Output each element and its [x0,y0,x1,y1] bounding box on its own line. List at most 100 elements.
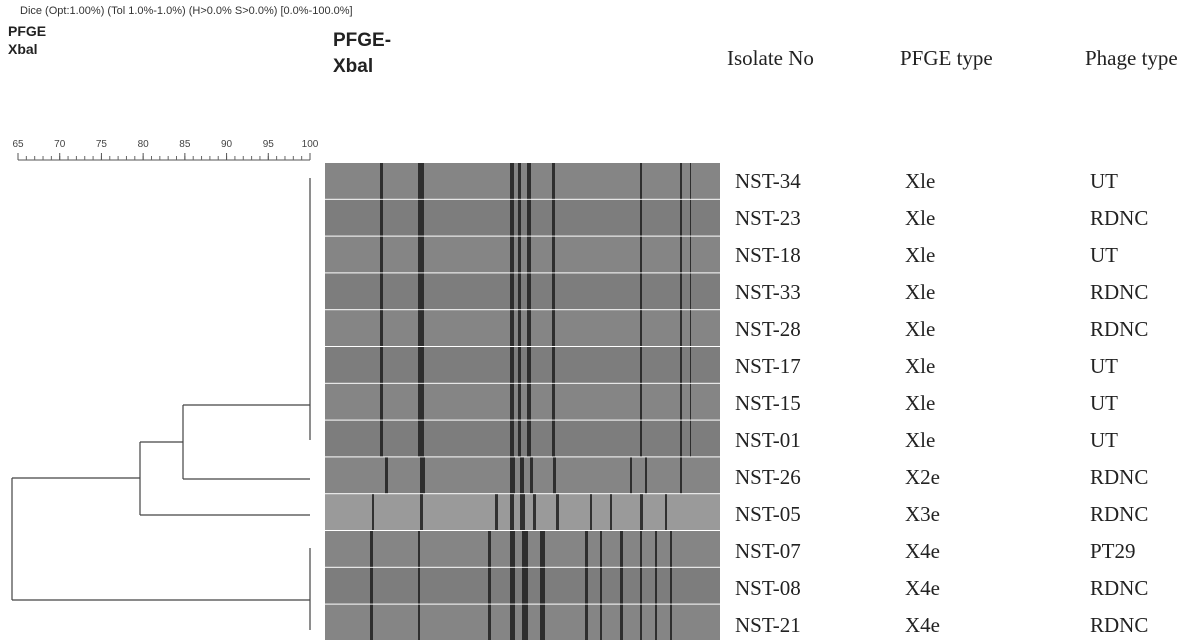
gel-band [640,494,643,530]
gel-band [418,273,424,309]
table-cell: RDNC [1090,576,1148,600]
left-label: PFGE [8,23,46,39]
table-cell: X3e [905,502,940,526]
gel-band [590,494,592,530]
tick-label: 80 [138,139,150,150]
gel-band [690,347,691,383]
gel-band [690,421,691,457]
gel-band [655,568,657,604]
table-cell: Xle [905,243,935,267]
table-cell: RDNC [1090,317,1148,341]
gel-lane [325,310,720,346]
table-cell: RDNC [1090,206,1148,230]
gel-band [655,531,657,567]
gel-band [510,273,514,309]
gel-band [640,163,642,199]
gel-band [418,310,424,346]
gel-band [585,531,588,567]
gel-band [418,200,424,236]
gel-band [420,457,425,493]
gel-band [385,457,388,493]
gel-band [553,457,556,493]
gel-band [370,531,373,567]
gel-band [527,347,531,383]
gel-band [680,200,682,236]
table-cell: UT [1090,391,1118,415]
gel-band [380,237,383,273]
gel-band [552,310,555,346]
gel-band [527,421,531,457]
table-cell: NST-34 [735,169,801,193]
dendrogram [12,178,310,630]
gel-band [540,568,545,604]
tick-label: 75 [96,139,108,150]
gel-band [488,605,491,640]
gel-band [640,347,642,383]
gel-band [418,237,424,273]
gel-band [510,200,514,236]
gel-band [518,273,521,309]
gel-band [518,237,521,273]
gel-band [640,421,642,457]
gel-band [645,457,647,493]
gel-band [530,457,533,493]
gel-band [690,163,691,199]
table-cell: NST-28 [735,317,801,341]
table-cell: X4e [905,576,940,600]
gel-band [527,384,531,420]
gel-band [600,531,602,567]
gel-label: PFGE- [333,30,391,51]
gel-band [640,605,642,640]
gel-band [680,310,682,346]
table-cell: Xle [905,428,935,452]
tick-label: 95 [263,139,275,150]
gel-band [520,494,525,530]
gel-band [640,273,642,309]
table-cell: NST-01 [735,428,801,452]
gel-band [640,310,642,346]
gel-band [510,347,514,383]
gel-band [680,457,682,493]
gel-band [552,163,555,199]
gel-band [380,200,383,236]
table-cell: NST-08 [735,576,801,600]
table-cell: Xle [905,280,935,304]
gel-band [540,531,545,567]
table-cell: UT [1090,428,1118,452]
table-cell: Xle [905,206,935,230]
gel-band [527,310,531,346]
gel-band [510,421,514,457]
gel-band [552,200,555,236]
gel-band [640,237,642,273]
gel-band [690,273,691,309]
gel-band [552,273,555,309]
gel-band [585,605,588,640]
gel-band [640,200,642,236]
gel-band [527,163,531,199]
gel-band [510,531,515,567]
tick-label: 65 [12,139,24,150]
column-header: Isolate No [727,46,814,70]
gel-band [600,568,602,604]
gel-band [518,310,521,346]
gel-band [510,494,514,530]
gel-band [680,384,682,420]
gel-band [640,568,642,604]
gel-band [418,421,424,457]
gel-lane [325,163,720,199]
column-header: PFGE type [900,46,993,70]
gel-band [610,494,612,530]
gel-band [527,200,531,236]
gel-band [533,494,536,530]
gel-band [556,494,559,530]
tick-label: 85 [179,139,191,150]
gel-band [370,605,373,640]
gel-band [640,384,642,420]
tick-label: 70 [54,139,66,150]
gel-image [325,163,720,640]
gel-band [420,494,423,530]
left-label: Xbal [8,41,38,57]
gel-band [690,310,691,346]
gel-band [552,384,555,420]
table-cell: RDNC [1090,502,1148,526]
